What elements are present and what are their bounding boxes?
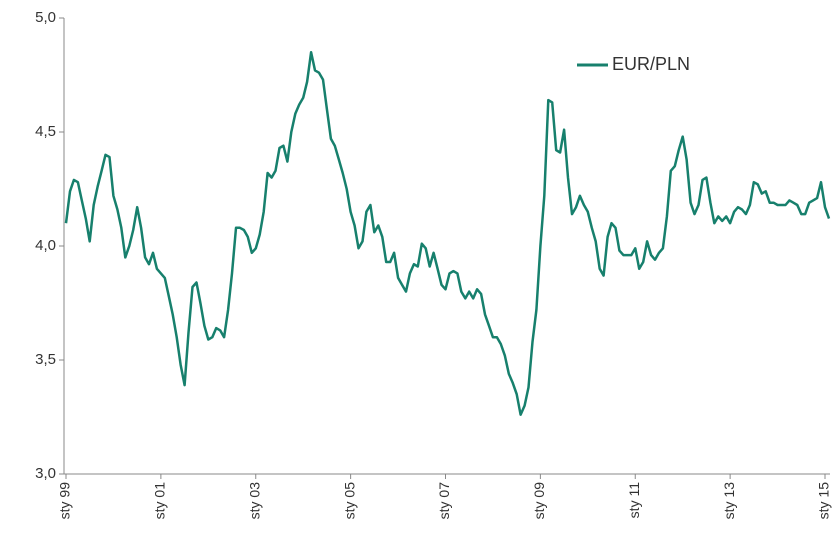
x-tick-label: sty 01 <box>152 482 168 520</box>
x-tick-label: sty 05 <box>341 482 357 520</box>
x-tick-label: sty 03 <box>246 482 262 520</box>
x-tick-label: sty 07 <box>436 482 452 520</box>
x-tick-label: sty 09 <box>531 482 547 520</box>
y-tick-label: 3,0 <box>35 465 56 482</box>
legend-label: EUR/PLN <box>612 54 690 74</box>
x-tick-label: sty 13 <box>721 482 737 520</box>
y-tick-label: 4,0 <box>35 237 56 254</box>
y-tick-label: 5,0 <box>35 9 56 26</box>
x-tick-label: sty 99 <box>57 482 73 520</box>
x-tick-label: sty 11 <box>626 482 642 519</box>
x-tick-label: sty 15 <box>816 482 832 520</box>
series-line <box>64 50 831 416</box>
y-tick-label: 3,5 <box>35 351 56 368</box>
y-tick-label: 4,5 <box>35 123 56 140</box>
